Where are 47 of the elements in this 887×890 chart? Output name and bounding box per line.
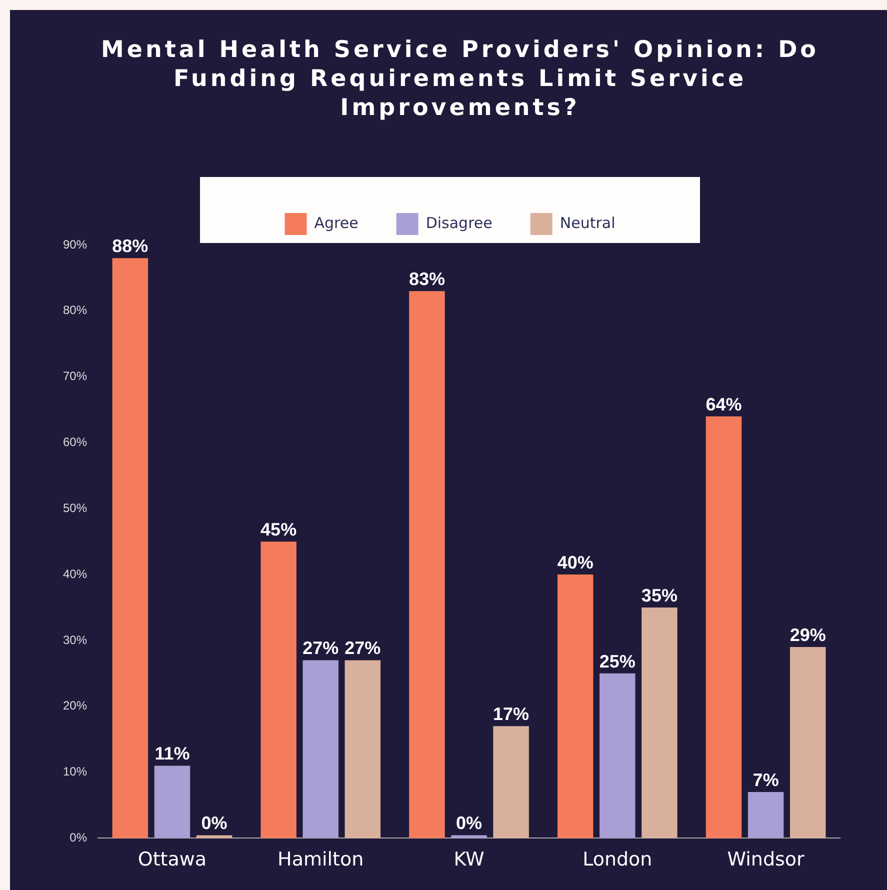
data-label: 0% (456, 813, 482, 834)
x-tick-label: Ottawa (138, 848, 207, 871)
data-label: 64% (706, 394, 742, 414)
bar (642, 608, 678, 838)
x-tick-label: London (582, 848, 652, 871)
data-label: 17% (493, 704, 530, 724)
legend-label: Disagree (426, 214, 492, 232)
y-tick-label: 80% (62, 303, 88, 318)
bar (790, 647, 826, 838)
x-tick-label: KW (454, 848, 484, 871)
x-tick-label: Hamilton (278, 848, 364, 871)
y-tick-label: 90% (62, 237, 88, 252)
bar (302, 660, 338, 838)
y-tick-label: 50% (62, 500, 88, 515)
bar (344, 660, 381, 838)
data-label: 45% (260, 520, 297, 540)
bar (112, 258, 148, 838)
y-tick-label: 60% (62, 435, 88, 450)
chart-title: Mental Health Service Providers' Opinion: Do Funding Requirements Limit Service Improvements? (100, 36, 820, 123)
bar (706, 416, 742, 838)
y-tick-label: 0% (70, 830, 88, 845)
data-label: 27% (344, 638, 381, 658)
y-tick-label: 30% (62, 632, 88, 647)
data-label: 0% (201, 813, 228, 834)
data-label: 83% (408, 269, 445, 290)
y-tick-label: 20% (62, 698, 88, 713)
y-tick-label: 10% (62, 764, 88, 779)
bar (600, 673, 636, 838)
data-label: 40% (557, 552, 594, 573)
bar (493, 726, 529, 838)
data-label: 27% (302, 638, 339, 658)
bar (557, 574, 594, 838)
data-label: 11% (154, 744, 190, 764)
y-tick-label: 70% (62, 369, 88, 384)
data-label: 29% (790, 625, 826, 646)
bar (409, 291, 445, 838)
data-label: 7% (752, 770, 779, 790)
bar (748, 792, 784, 838)
x-tick-label: Windsor (727, 848, 805, 871)
legend-label: Agree (314, 214, 358, 232)
data-label: 35% (641, 585, 678, 606)
legend-label: Neutral (560, 214, 616, 232)
bar (260, 542, 296, 838)
data-label: 88% (112, 236, 148, 256)
bar (154, 766, 190, 838)
data-label: 25% (599, 651, 636, 672)
y-tick-label: 40% (62, 566, 88, 581)
